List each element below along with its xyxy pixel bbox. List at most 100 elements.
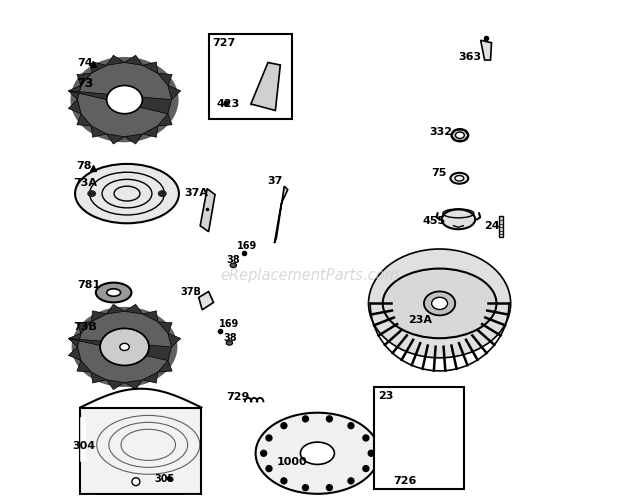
Text: 38: 38 bbox=[223, 333, 237, 343]
Polygon shape bbox=[168, 85, 181, 100]
Text: 781: 781 bbox=[78, 280, 101, 290]
Ellipse shape bbox=[301, 442, 334, 464]
Polygon shape bbox=[107, 380, 125, 389]
Polygon shape bbox=[107, 55, 125, 65]
Ellipse shape bbox=[424, 292, 455, 315]
Ellipse shape bbox=[226, 341, 232, 345]
Polygon shape bbox=[403, 412, 411, 467]
Text: 74: 74 bbox=[78, 58, 93, 68]
Text: 305: 305 bbox=[154, 474, 174, 484]
Polygon shape bbox=[68, 100, 81, 114]
Ellipse shape bbox=[383, 268, 497, 338]
Polygon shape bbox=[434, 412, 442, 467]
Circle shape bbox=[132, 478, 140, 486]
Polygon shape bbox=[200, 188, 215, 232]
Polygon shape bbox=[453, 412, 459, 461]
Ellipse shape bbox=[71, 57, 179, 142]
Ellipse shape bbox=[72, 307, 177, 387]
Ellipse shape bbox=[96, 283, 131, 303]
Bar bbox=[80, 408, 202, 494]
Polygon shape bbox=[77, 322, 91, 333]
Circle shape bbox=[363, 466, 369, 472]
Polygon shape bbox=[451, 412, 458, 463]
Ellipse shape bbox=[158, 190, 167, 197]
Polygon shape bbox=[157, 73, 172, 85]
Polygon shape bbox=[91, 62, 107, 73]
Circle shape bbox=[260, 450, 267, 456]
Ellipse shape bbox=[100, 328, 149, 366]
Polygon shape bbox=[91, 126, 107, 137]
Circle shape bbox=[348, 423, 354, 429]
Polygon shape bbox=[77, 73, 91, 85]
Ellipse shape bbox=[255, 413, 379, 494]
Ellipse shape bbox=[451, 173, 468, 184]
Polygon shape bbox=[68, 347, 81, 361]
Polygon shape bbox=[91, 372, 107, 383]
Polygon shape bbox=[422, 412, 430, 468]
Circle shape bbox=[266, 466, 272, 472]
Text: 73B: 73B bbox=[74, 321, 97, 332]
Circle shape bbox=[281, 478, 287, 484]
Polygon shape bbox=[143, 372, 157, 383]
Polygon shape bbox=[379, 412, 386, 461]
Polygon shape bbox=[480, 40, 492, 60]
Polygon shape bbox=[107, 134, 125, 144]
Bar bbox=[499, 216, 503, 237]
Circle shape bbox=[326, 416, 332, 422]
Polygon shape bbox=[428, 412, 436, 467]
Text: 727: 727 bbox=[213, 38, 236, 48]
Ellipse shape bbox=[87, 190, 96, 197]
Text: 37: 37 bbox=[267, 176, 282, 186]
Polygon shape bbox=[143, 126, 157, 137]
Ellipse shape bbox=[379, 449, 460, 468]
Text: 73A: 73A bbox=[74, 178, 97, 188]
Polygon shape bbox=[125, 305, 143, 314]
Text: 455: 455 bbox=[423, 216, 446, 226]
Polygon shape bbox=[157, 322, 172, 333]
Polygon shape bbox=[381, 412, 388, 463]
Circle shape bbox=[303, 416, 308, 422]
Ellipse shape bbox=[230, 263, 237, 267]
Polygon shape bbox=[199, 292, 213, 310]
Polygon shape bbox=[107, 305, 125, 314]
Text: 363: 363 bbox=[458, 52, 482, 62]
Circle shape bbox=[326, 485, 332, 491]
Polygon shape bbox=[250, 62, 280, 111]
Polygon shape bbox=[91, 311, 107, 322]
Ellipse shape bbox=[441, 209, 475, 229]
Circle shape bbox=[363, 435, 369, 441]
Text: 423: 423 bbox=[216, 99, 239, 109]
Polygon shape bbox=[68, 338, 172, 361]
Text: 23A: 23A bbox=[408, 315, 432, 325]
Polygon shape bbox=[392, 412, 400, 466]
Polygon shape bbox=[184, 494, 202, 496]
Text: 75: 75 bbox=[431, 168, 446, 178]
Polygon shape bbox=[68, 91, 172, 114]
Polygon shape bbox=[168, 333, 181, 347]
Circle shape bbox=[368, 450, 374, 456]
Polygon shape bbox=[143, 62, 157, 73]
Polygon shape bbox=[143, 311, 157, 322]
Text: 169: 169 bbox=[237, 242, 257, 251]
Polygon shape bbox=[439, 412, 448, 466]
Ellipse shape bbox=[368, 249, 511, 358]
Text: 37B: 37B bbox=[180, 287, 202, 297]
Polygon shape bbox=[68, 85, 81, 100]
Polygon shape bbox=[409, 412, 417, 468]
Ellipse shape bbox=[120, 343, 129, 351]
Polygon shape bbox=[444, 412, 452, 465]
Circle shape bbox=[303, 485, 308, 491]
Text: 169: 169 bbox=[218, 319, 239, 329]
Polygon shape bbox=[454, 412, 460, 460]
Text: 37A: 37A bbox=[184, 188, 208, 198]
Circle shape bbox=[281, 423, 287, 429]
Polygon shape bbox=[77, 361, 91, 372]
Ellipse shape bbox=[456, 132, 464, 138]
Ellipse shape bbox=[432, 297, 448, 310]
Circle shape bbox=[266, 435, 272, 441]
Polygon shape bbox=[397, 412, 405, 467]
Text: eReplacementParts.com: eReplacementParts.com bbox=[221, 268, 399, 283]
Polygon shape bbox=[125, 134, 143, 144]
Circle shape bbox=[348, 478, 354, 484]
Polygon shape bbox=[80, 494, 97, 496]
